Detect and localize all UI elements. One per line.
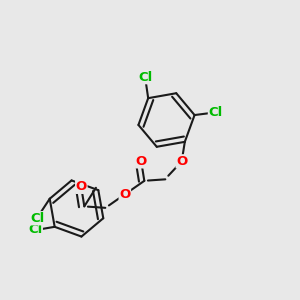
Text: O: O (136, 155, 147, 168)
Text: Cl: Cl (138, 71, 152, 84)
Text: O: O (176, 155, 188, 168)
Text: O: O (119, 188, 130, 201)
Text: Cl: Cl (208, 106, 223, 118)
Text: O: O (76, 180, 87, 193)
Text: Cl: Cl (31, 212, 45, 225)
Text: Cl: Cl (28, 223, 42, 236)
